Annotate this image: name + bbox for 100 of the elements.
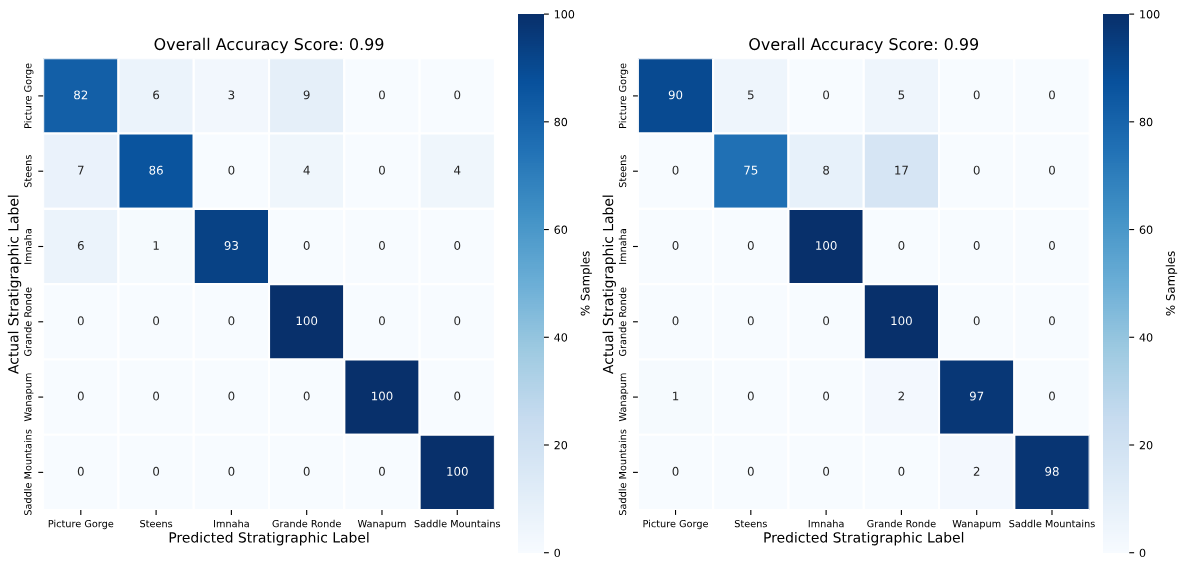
data-label: 0 [303,240,310,250]
color-bar-title: % Samples [1165,251,1178,316]
data-label: 0 [379,90,385,100]
y-tick-label: Imnaha [24,229,32,264]
data-label: 0 [379,165,385,175]
data-label: 0 [973,90,980,100]
data-label: 0 [973,165,980,175]
data-label: 93 [224,240,238,250]
color-bar-label: 20 [554,440,568,450]
data-label: 0 [973,240,980,250]
color-bar-label: 40 [554,333,568,342]
data-label: 0 [1049,90,1055,100]
data-label: 0 [153,391,160,401]
data-label: 0 [454,240,461,250]
data-label: 0 [823,391,830,401]
data-label: 0 [672,240,679,250]
data-label: 98 [1045,466,1059,476]
y-axis-title: Actual Stratigraphic Label [602,195,616,374]
data-label: 0 [1049,240,1055,250]
x-tick-label: Wanapum [357,520,406,530]
data-label: 100 [816,240,837,250]
data-label: 0 [898,240,905,250]
data-label: 100 [447,466,468,476]
color-bar-label: 0 [1139,548,1146,558]
data-label: 0 [823,466,830,476]
data-label: 0 [77,466,84,476]
chart-title: Overall Accuracy Score: 0.99 [749,37,979,54]
x-tick-label: Grande Ronde [867,519,936,528]
y-tick-label: Picture Gorge [618,63,629,128]
data-label: 100 [372,391,393,401]
data-label: 0 [153,466,160,476]
data-label: 4 [303,165,310,175]
data-label: 0 [1049,391,1055,401]
data-label: 0 [228,165,235,175]
color-bar-label: 60 [1139,225,1153,234]
x-tick-label: Steens [140,519,173,528]
data-label: 0 [672,316,679,326]
data-label: 6 [77,240,84,250]
data-label: 0 [1049,316,1055,326]
x-axis-title: Predicted Stratigraphic Label [169,531,369,546]
color-bar-label: 60 [554,225,568,234]
data-label: 0 [1049,165,1055,175]
x-tick-label: Picture Gorge [48,519,114,530]
data-label: 0 [303,466,310,476]
data-label: 0 [973,316,980,326]
data-label: 5 [898,90,905,100]
data-label: 6 [153,90,160,100]
y-tick-label: Steens [618,155,627,188]
color-bar-label: 80 [554,117,568,127]
data-label: 0 [454,316,461,326]
data-label: 7 [78,165,84,175]
data-label: 0 [77,316,84,326]
data-label: 75 [744,165,758,175]
color-bar-label: 0 [554,548,561,558]
data-label: 0 [454,90,461,100]
y-tick-label: Picture Gorge [24,63,34,128]
color-bar-label: 100 [1140,10,1160,19]
data-label: 0 [823,90,830,100]
color-bar-label: 20 [1139,440,1153,450]
data-label: 86 [149,165,163,175]
data-label: 0 [747,391,754,401]
data-label: 1 [153,241,159,250]
x-tick-label: Wanapum [952,520,1001,530]
y-tick-label: Wanapum [619,373,629,422]
data-label: 0 [228,391,235,401]
data-label: 0 [747,466,754,476]
x-tick-label: Imnaha [808,519,844,528]
data-label: 0 [228,316,235,326]
data-label: 90 [668,90,683,100]
color-bar-label: 80 [1139,117,1153,127]
data-label: 3 [228,90,235,100]
data-label: 100 [891,316,912,326]
data-label: 5 [747,90,754,100]
data-label: 4 [454,165,461,175]
y-tick-label: Grande Ronde [618,287,627,356]
x-tick-label: Saddle Mountains [1009,519,1095,528]
y-tick-label: Imnaha [618,229,627,264]
data-label: 97 [969,391,984,401]
color-bar-label: 40 [1139,333,1153,342]
x-tick-label: Picture Gorge [643,519,708,530]
data-label: 0 [77,391,84,401]
y-tick-label: Steens [24,155,32,188]
x-tick-label: Grande Ronde [272,519,341,528]
data-label: 0 [303,391,310,401]
color-bar-label: 100 [554,10,575,19]
data-label: 0 [898,466,905,476]
y-tick-label: Wanapum [24,373,34,422]
data-label: 0 [153,316,160,326]
color-bar-title: % Samples [580,251,592,316]
data-label: 0 [823,316,830,326]
data-label: 0 [228,466,235,476]
y-tick-label: Grande Ronde [24,287,32,356]
data-label: 0 [672,165,679,175]
data-label: 0 [454,391,461,401]
data-label: 2 [898,391,904,401]
x-axis-title: Predicted Stratigraphic Label [764,531,964,546]
data-label: 0 [672,466,679,476]
data-label: 0 [379,466,385,476]
y-axis-title: Actual Stratigraphic Label [7,195,22,374]
data-label: 1 [673,391,679,401]
